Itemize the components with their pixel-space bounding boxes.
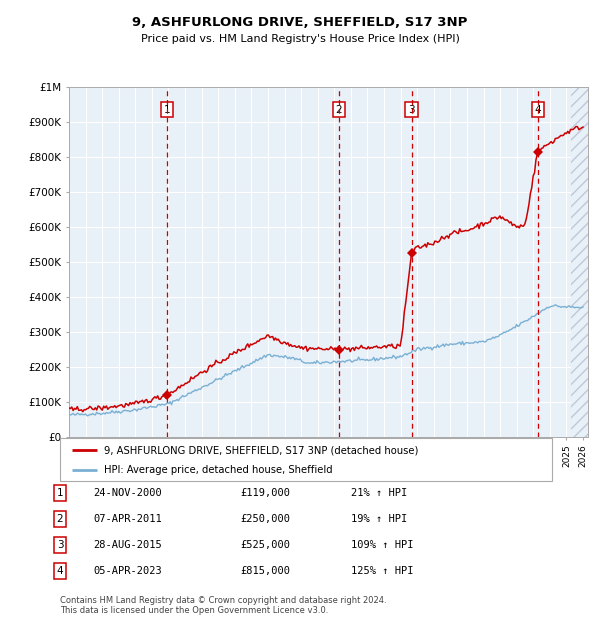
Text: 05-APR-2023: 05-APR-2023 <box>93 566 162 576</box>
Text: 3: 3 <box>56 540 64 550</box>
Text: 2: 2 <box>335 105 342 115</box>
Text: 3: 3 <box>408 105 415 115</box>
Text: 9, ASHFURLONG DRIVE, SHEFFIELD, S17 3NP: 9, ASHFURLONG DRIVE, SHEFFIELD, S17 3NP <box>133 16 467 29</box>
Text: 19% ↑ HPI: 19% ↑ HPI <box>351 514 407 524</box>
Text: 28-AUG-2015: 28-AUG-2015 <box>93 540 162 550</box>
FancyBboxPatch shape <box>60 438 552 480</box>
Text: 4: 4 <box>535 105 541 115</box>
Text: 1: 1 <box>164 105 170 115</box>
Text: 2: 2 <box>56 514 64 524</box>
Text: 9, ASHFURLONG DRIVE, SHEFFIELD, S17 3NP (detached house): 9, ASHFURLONG DRIVE, SHEFFIELD, S17 3NP … <box>104 445 419 455</box>
Text: 1: 1 <box>56 488 64 498</box>
Text: HPI: Average price, detached house, Sheffield: HPI: Average price, detached house, Shef… <box>104 465 333 475</box>
Text: 24-NOV-2000: 24-NOV-2000 <box>93 488 162 498</box>
Text: 07-APR-2011: 07-APR-2011 <box>93 514 162 524</box>
Text: £815,000: £815,000 <box>240 566 290 576</box>
Text: 109% ↑ HPI: 109% ↑ HPI <box>351 540 413 550</box>
Text: 4: 4 <box>56 566 64 576</box>
Text: Contains HM Land Registry data © Crown copyright and database right 2024.
This d: Contains HM Land Registry data © Crown c… <box>60 596 386 615</box>
Text: 125% ↑ HPI: 125% ↑ HPI <box>351 566 413 576</box>
Text: 21% ↑ HPI: 21% ↑ HPI <box>351 488 407 498</box>
Text: £525,000: £525,000 <box>240 540 290 550</box>
Text: £119,000: £119,000 <box>240 488 290 498</box>
Text: Price paid vs. HM Land Registry's House Price Index (HPI): Price paid vs. HM Land Registry's House … <box>140 34 460 44</box>
Text: £250,000: £250,000 <box>240 514 290 524</box>
